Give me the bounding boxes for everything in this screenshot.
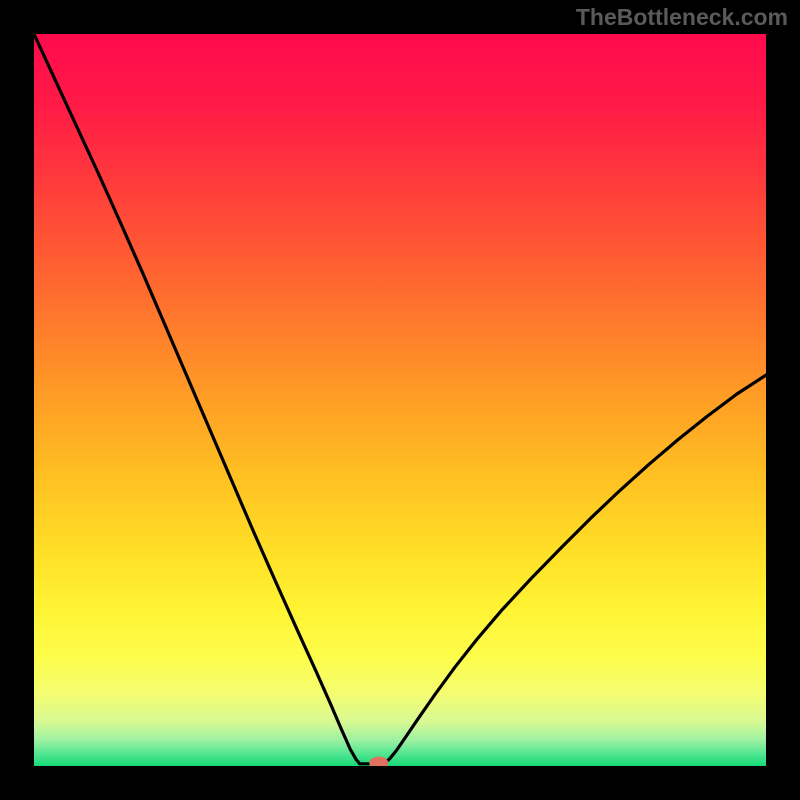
minimum-marker [370,757,388,766]
bottleneck-chart [34,34,766,766]
chart-background [34,34,766,766]
watermark-text: TheBottleneck.com [576,4,788,31]
chart-container: TheBottleneck.com [0,0,800,800]
